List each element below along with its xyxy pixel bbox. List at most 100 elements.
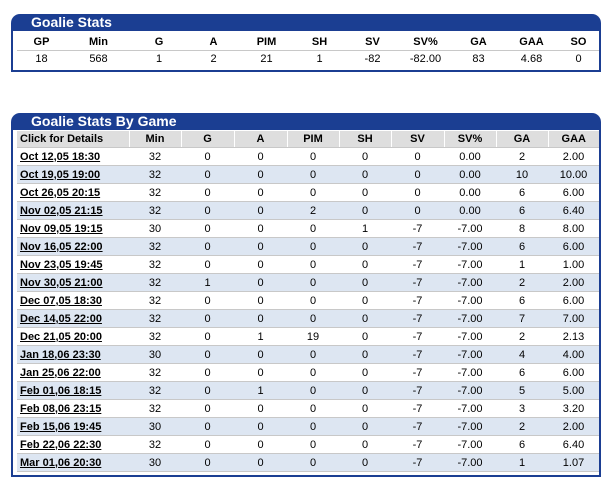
game-details-link[interactable]: Jan 25,06 22:00 xyxy=(20,366,101,379)
game-date-cell: Oct 26,05 20:15 xyxy=(17,183,129,202)
game-cell-sh: 0 xyxy=(339,453,391,472)
game-details-link[interactable]: Mar 01,06 20:30 xyxy=(20,456,102,469)
table-row: Feb 01,06 18:15 32 0 1 0 0 -7 -7.00 5 5.00 xyxy=(17,381,599,400)
game-cell-g: 0 xyxy=(181,309,234,328)
game-date-cell: Nov 23,05 19:45 xyxy=(17,255,129,274)
game-cell-pim: 0 xyxy=(287,165,339,184)
summary-value-a: 2 xyxy=(210,53,217,65)
game-details-link[interactable]: Oct 19,05 19:00 xyxy=(20,168,101,181)
game-cell-gaa: 6.00 xyxy=(548,363,599,382)
game-cell-gaa: 6.40 xyxy=(548,435,599,454)
game-cell-sv-pct: -7.00 xyxy=(444,381,496,400)
game-cell-ga: 7 xyxy=(496,309,548,328)
game-cell-sv: -7 xyxy=(391,255,444,274)
game-cell-gaa: 6.40 xyxy=(548,201,599,220)
game-cell-a: 0 xyxy=(234,165,287,184)
game-cell-sv: -7 xyxy=(391,237,444,256)
game-cell-a: 1 xyxy=(234,327,287,346)
game-header-pim: PIM xyxy=(287,131,340,148)
game-cell-pim: 0 xyxy=(287,147,339,166)
summary-header-pim: PIM xyxy=(240,34,293,51)
game-cell-ga: 4 xyxy=(496,345,548,364)
game-cell-pim: 0 xyxy=(287,219,339,238)
game-cell-a: 0 xyxy=(234,417,287,436)
game-cell-pim: 0 xyxy=(287,399,339,418)
game-details-link[interactable]: Nov 30,05 21:00 xyxy=(20,276,103,289)
summary-header-sv-pct: SV% xyxy=(399,34,452,51)
game-cell-gaa: 3.20 xyxy=(548,399,599,418)
game-details-link[interactable]: Feb 08,06 23:15 xyxy=(20,402,102,415)
game-date-cell: Dec 21,05 20:00 xyxy=(17,327,129,346)
game-cell-a: 0 xyxy=(234,453,287,472)
game-details-link[interactable]: Feb 15,06 19:45 xyxy=(20,420,102,433)
game-cell-gaa: 2.13 xyxy=(548,327,599,346)
game-cell-pim: 0 xyxy=(287,291,339,310)
game-cell-sh: 0 xyxy=(339,327,391,346)
game-details-link[interactable]: Dec 21,05 20:00 xyxy=(20,330,102,343)
game-cell-sv-pct: -7.00 xyxy=(444,327,496,346)
game-date-cell: Oct 12,05 18:30 xyxy=(17,147,129,166)
game-header-sh: SH xyxy=(339,131,392,148)
game-cell-sv: 0 xyxy=(391,165,444,184)
game-cell-a: 1 xyxy=(234,381,287,400)
game-cell-sv: -7 xyxy=(391,273,444,292)
game-cell-gaa: 6.00 xyxy=(548,291,599,310)
game-details-link[interactable]: Feb 22,06 22:30 xyxy=(20,438,102,451)
goalie-stats-by-game-title: Goalie Stats By Game xyxy=(11,113,601,130)
game-cell-min: 32 xyxy=(129,201,181,220)
goalie-stats-title: Goalie Stats xyxy=(11,14,601,31)
game-cell-gaa: 8.00 xyxy=(548,219,599,238)
game-cell-ga: 1 xyxy=(496,453,548,472)
game-details-link[interactable]: Feb 01,06 18:15 xyxy=(20,384,102,397)
game-details-link[interactable]: Oct 12,05 18:30 xyxy=(20,150,101,163)
game-cell-min: 30 xyxy=(129,219,181,238)
table-row: Nov 02,05 21:15 32 0 0 2 0 0 0.00 6 6.40 xyxy=(17,201,599,220)
game-cell-min: 30 xyxy=(129,417,181,436)
game-cell-a: 0 xyxy=(234,183,287,202)
game-cell-g: 0 xyxy=(181,165,234,184)
game-cell-sv-pct: 0.00 xyxy=(444,183,496,202)
game-cell-gaa: 2.00 xyxy=(548,273,599,292)
table-row: Feb 22,06 22:30 32 0 0 0 0 -7 -7.00 6 6.40 xyxy=(17,435,599,454)
summary-value-sv: -82 xyxy=(364,53,381,65)
game-details-link[interactable]: Jan 18,06 23:30 xyxy=(20,348,101,361)
game-cell-a: 0 xyxy=(234,345,287,364)
game-cell-ga: 2 xyxy=(496,327,548,346)
summary-value-ga: 83 xyxy=(472,53,485,65)
summary-value-g: 1 xyxy=(155,53,163,65)
game-cell-ga: 2 xyxy=(496,273,548,292)
game-cell-sv-pct: -7.00 xyxy=(444,363,496,382)
game-cell-sv: -7 xyxy=(391,453,444,472)
game-cell-ga: 2 xyxy=(496,147,548,166)
game-cell-sv: -7 xyxy=(391,309,444,328)
game-details-link[interactable]: Nov 09,05 19:15 xyxy=(20,222,103,235)
game-details-link[interactable]: Nov 02,05 21:15 xyxy=(20,204,103,217)
game-details-link[interactable]: Dec 14,05 22:00 xyxy=(20,312,102,325)
game-cell-pim: 0 xyxy=(287,417,339,436)
game-details-link[interactable]: Oct 26,05 20:15 xyxy=(20,186,101,199)
game-details-link[interactable]: Dec 07,05 18:30 xyxy=(20,294,102,307)
table-row: Nov 23,05 19:45 32 0 0 0 0 -7 -7.00 1 1.00 xyxy=(17,255,599,274)
game-cell-min: 32 xyxy=(129,165,181,184)
game-cell-min: 30 xyxy=(129,345,181,364)
game-date-cell: Mar 01,06 20:30 xyxy=(17,453,129,472)
game-cell-sv: -7 xyxy=(391,291,444,310)
game-cell-sh: 0 xyxy=(339,309,391,328)
game-cell-gaa: 10.00 xyxy=(548,165,599,184)
game-header-min: Min xyxy=(129,131,182,148)
summary-value-pim: 21 xyxy=(260,53,273,65)
game-cell-g: 0 xyxy=(181,381,234,400)
game-cell-g: 0 xyxy=(181,363,234,382)
game-cell-pim: 0 xyxy=(287,381,339,400)
game-details-link[interactable]: Nov 23,05 19:45 xyxy=(20,258,103,271)
game-cell-sv-pct: -7.00 xyxy=(444,453,496,472)
game-cell-sv-pct: -7.00 xyxy=(444,273,496,292)
game-details-link[interactable]: Nov 16,05 22:00 xyxy=(20,240,103,253)
game-cell-sv-pct: -7.00 xyxy=(444,345,496,364)
game-cell-sh: 0 xyxy=(339,417,391,436)
game-cell-g: 0 xyxy=(181,201,234,220)
game-cell-g: 0 xyxy=(181,399,234,418)
goalie-stats-by-game-panel: Goalie Stats By Game Click for Details Mi… xyxy=(11,113,601,477)
game-date-cell: Jan 25,06 22:00 xyxy=(17,363,129,382)
game-cell-gaa: 6.00 xyxy=(548,237,599,256)
